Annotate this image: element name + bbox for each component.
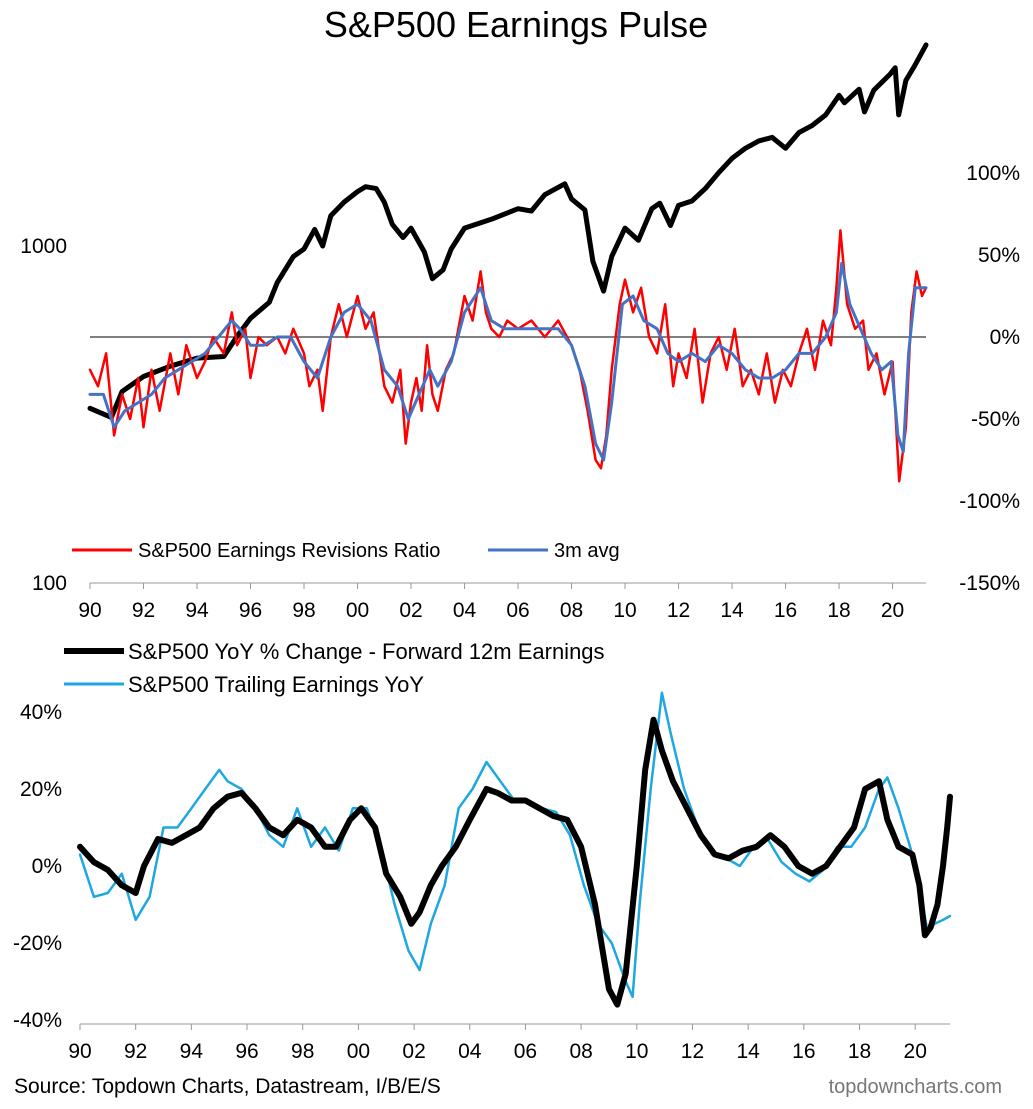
bottom-x-tick-label: 08	[569, 1040, 592, 1063]
bottom-x-tick-label: 92	[124, 1040, 147, 1063]
top-x-tick-label: 06	[506, 599, 529, 622]
bottom-x-tick-label: 00	[347, 1040, 370, 1063]
bottom-x-tick-label: 14	[736, 1040, 760, 1063]
top-x-tick-labels: 90 92 94 96 98 00 02 04 06 08 10 12 14 16 18 20	[78, 599, 904, 622]
top-x-tick-label: 94	[185, 599, 209, 622]
top-x-tick-label: 16	[774, 599, 797, 622]
top-x-tick-label: 02	[399, 599, 422, 622]
top-left-y-tick-labels: 100 1000	[20, 235, 67, 595]
bottom-x-tick-label: 12	[681, 1040, 704, 1063]
top-x-tick-label: 12	[667, 599, 690, 622]
top-right-y-tick-labels: -150% -100% -50% 0% 50% 100%	[959, 162, 1020, 595]
top-x-tick-label: 18	[827, 599, 850, 622]
legend-label-revisions: S&P500 Earnings Revisions Ratio	[138, 540, 440, 562]
top-x-tick-label: 04	[453, 599, 477, 622]
bottom-x-tick-label: 16	[792, 1040, 815, 1063]
bottom-y-tick-labels: -40% -20% 0% 20% 40%	[13, 701, 62, 1032]
legend-label-avg: 3m avg	[554, 540, 620, 562]
top-right-y-tick-label: -100%	[959, 490, 1020, 513]
top-right-y-tick-label: 100%	[966, 162, 1020, 185]
top-left-y-tick-label: 100	[32, 572, 67, 595]
bottom-legend: S&P500 YoY % Change - Forward 12m Earnin…	[64, 639, 605, 697]
top-x-tick-label: 96	[239, 599, 262, 622]
bottom-x-tick-label: 96	[235, 1040, 258, 1063]
top-x-tick-label: 08	[560, 599, 583, 622]
bottom-x-tick-label: 06	[514, 1040, 537, 1063]
top-right-y-tick-label: -150%	[959, 572, 1020, 595]
bottom-series	[77, 691, 953, 1008]
bottom-y-tick-label: 20%	[20, 778, 62, 801]
bottom-y-tick-label: -20%	[13, 932, 62, 955]
top-x-tick-label: 14	[720, 599, 744, 622]
revisions-3m-avg-line	[88, 261, 928, 462]
bottom-x-tick-label: 04	[458, 1040, 482, 1063]
bottom-x-tick-labels: 90 92 94 96 98 00 02 04 06 08 10 12 14 16 18 20	[68, 1040, 927, 1063]
top-right-y-tick-label: 50%	[978, 244, 1020, 267]
top-x-tick-label: 90	[78, 599, 101, 622]
bottom-x-tick-label: 02	[402, 1040, 425, 1063]
bottom-x-tick-label: 94	[180, 1040, 204, 1063]
bottom-y-tick-label: 0%	[32, 855, 62, 878]
bottom-x-tick-label: 20	[904, 1040, 927, 1063]
top-right-y-tick-label: 0%	[990, 326, 1020, 349]
top-panel: 90 92 94 96 98 00 02 04 06 08 10 12 14 16 18 20 100 1000…	[20, 42, 1020, 622]
bottom-x-tick-label: 90	[68, 1040, 91, 1063]
top-legend: S&P500 Earnings Revisions Ratio 3m avg	[72, 540, 620, 562]
bottom-x-tick-label: 10	[625, 1040, 648, 1063]
bottom-x-tick-label: 98	[291, 1040, 314, 1063]
brand-watermark: topdowncharts.com	[829, 1076, 1002, 1098]
top-left-y-tick-label: 1000	[20, 235, 67, 258]
source-note: Source: Topdown Charts, Datastream, I/B/…	[14, 1075, 441, 1098]
top-x-tick-label: 10	[613, 599, 636, 622]
top-x-tick-label: 20	[881, 599, 904, 622]
legend-label-fwd: S&P500 YoY % Change - Forward 12m Earnin…	[128, 639, 605, 664]
bottom-panel: S&P500 YoY % Change - Forward 12m Earnin…	[13, 639, 953, 1063]
top-x-tick-label: 92	[132, 599, 155, 622]
top-x-tick-label: 00	[346, 599, 369, 622]
sp500-index-line	[87, 42, 929, 420]
forward-earnings-yoy-line	[77, 716, 953, 1008]
chart-title: S&P500 Earnings Pulse	[324, 4, 708, 45]
top-x-ticks	[89, 583, 894, 589]
top-x-tick-label: 98	[292, 599, 315, 622]
bottom-y-tick-label: -40%	[13, 1009, 62, 1032]
trailing-earnings-yoy-line	[78, 691, 952, 999]
top-right-y-tick-label: -50%	[971, 408, 1020, 431]
revisions-ratio-line	[88, 229, 928, 483]
top-series	[87, 42, 929, 483]
legend-label-trailing: S&P500 Trailing Earnings YoY	[128, 672, 424, 697]
bottom-x-ticks	[79, 1024, 916, 1030]
bottom-y-tick-label: 40%	[20, 701, 62, 724]
bottom-x-tick-label: 18	[848, 1040, 871, 1063]
